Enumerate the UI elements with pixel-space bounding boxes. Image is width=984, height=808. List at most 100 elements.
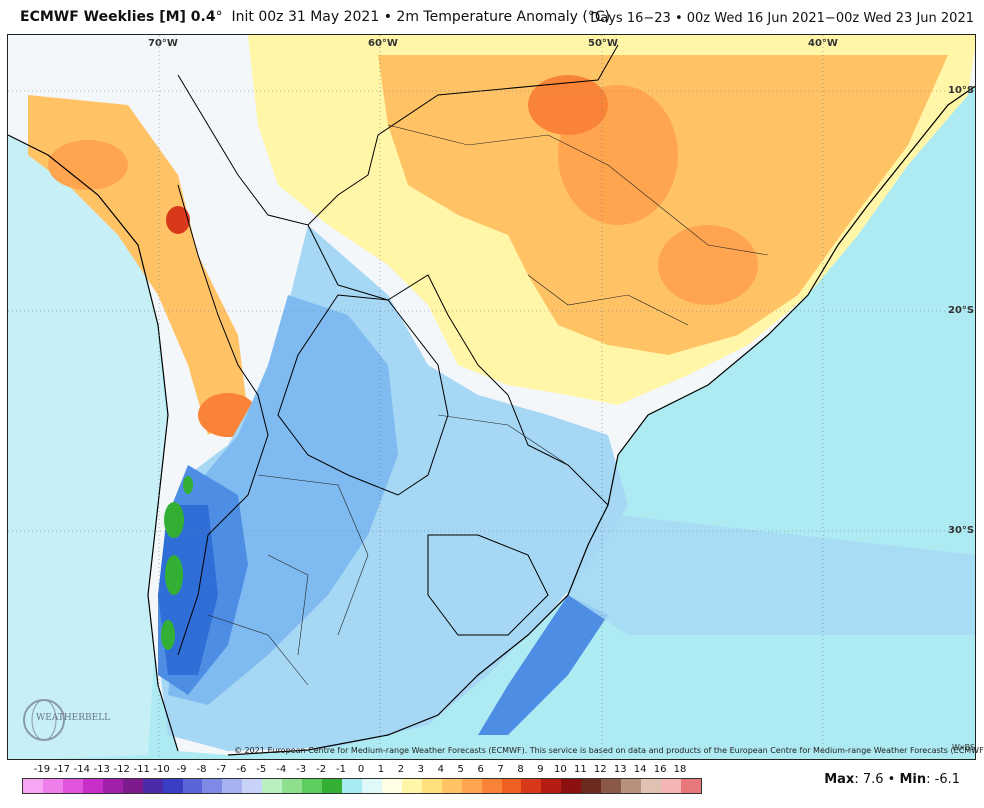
lat-label-30s: 30°S (948, 525, 975, 536)
colorbar-cell (322, 779, 342, 793)
colorbar-tick-label: -11 (133, 764, 150, 775)
lat-label-10s: 10°S (948, 85, 975, 96)
colorbar-tick-label: -7 (216, 764, 227, 775)
colorbar-tick-label: -9 (176, 764, 187, 775)
colorbar-tick-label: 5 (457, 764, 464, 775)
colorbar-tick-label: 9 (537, 764, 544, 775)
colorbar-tick-label: -14 (73, 764, 90, 775)
colorbar-tick-label: -12 (113, 764, 130, 775)
min-value: -6.1 (934, 772, 960, 787)
colorbar-cell (242, 779, 263, 793)
colorbar-tick-label: 4 (437, 764, 444, 775)
colorbar-cell (262, 779, 283, 793)
colorbar-tick-label: 8 (517, 764, 524, 775)
colorbar-cell (82, 779, 103, 793)
colorbar-cell (441, 779, 462, 793)
colorbar-tick-label: -19 (33, 764, 51, 775)
colorbar-ticks: -19 -17 -14 -13 -12 -11 -10 -9 -8 -7 -6 -5 -4 -3 -2 -1 0… (22, 764, 700, 776)
colorbar-cell (282, 779, 303, 793)
variable-name: 2m Temperature Anomaly (°C) (396, 9, 611, 25)
colorbar-cell (23, 779, 43, 793)
border-uruguay (427, 534, 549, 636)
extreme-cold-spot-3 (161, 620, 175, 650)
colorbar-tick-label: -8 (196, 764, 207, 775)
lon-label-70w: 70°W (148, 38, 178, 49)
colorbar-cell (461, 779, 482, 793)
colorbar-cell (561, 779, 582, 793)
colorbar-tick-label: 16 (653, 764, 667, 775)
colorbar-tick-label: -2 (316, 764, 327, 775)
colorbar-tick-label: -3 (296, 764, 307, 775)
colorbar-cell (581, 779, 602, 793)
lat-label-20s: 20°S (948, 305, 975, 316)
atlantic-cool-band (528, 505, 975, 635)
logo-text: WEATHERBELL (36, 713, 111, 723)
map-header: ECMWF Weeklies [M] 0.4° Init 00z 31 May … (0, 0, 984, 34)
coastline (8, 85, 975, 756)
colorbar-cell (501, 779, 522, 793)
colorbar-cell (142, 779, 163, 793)
colorbar-tick-label: 7 (497, 764, 504, 775)
max-value: 7.6 (862, 772, 884, 787)
copyright-notice: © 2021 European Centre for Medium-range … (234, 746, 984, 755)
colorbar-cell (521, 779, 542, 793)
colorbar-tick-label: -6 (236, 764, 247, 775)
lon-label-40w: 40°W (808, 38, 838, 49)
colorbar-cell (42, 779, 63, 793)
max-min-stats: Max: 7.6 • Min: -6.1 (824, 772, 960, 787)
colorbar-cell (661, 779, 681, 793)
border-brazil-north (177, 44, 619, 226)
colorbar-cell (122, 779, 143, 793)
colorbar-cell (302, 779, 323, 793)
logo-graphic (23, 699, 65, 741)
state-borders (207, 124, 769, 686)
weatherbell-logo: WEATHERBELL (18, 696, 110, 746)
extreme-cold-spot-1 (164, 502, 184, 538)
extreme-cold-spot-2 (165, 555, 183, 595)
colorbar-tick-label: 1 (377, 764, 385, 775)
graticule (8, 35, 975, 759)
colorbar-cell (421, 779, 442, 793)
colorbar-cell (202, 779, 223, 793)
colorbar-cell (361, 779, 382, 793)
title-separator: • (383, 9, 392, 25)
colorbar-cell (680, 779, 701, 793)
anomaly-map: 70°W 60°W 50°W 40°W 10°S 20°S 30°S WxBS (7, 34, 976, 760)
peru-warm-spot (48, 140, 128, 190)
colorbar-cell (401, 779, 422, 793)
colorbar-tick-label: -5 (256, 764, 267, 775)
lon-label-60w: 60°W (368, 38, 398, 49)
extreme-cold-spot-4 (183, 476, 193, 494)
colorbar-tick-label: -10 (153, 764, 170, 775)
degree-mark: ° (215, 9, 223, 25)
border-chile-argentina (177, 184, 269, 656)
hot-spot-north (528, 75, 608, 135)
border-paraguay (277, 294, 449, 496)
colorbar-cell (621, 779, 642, 793)
init-time: Init 00z 31 May 2021 (231, 9, 380, 25)
colorbar-cell (342, 779, 362, 793)
colorbar-tick-label: -13 (93, 764, 110, 775)
colorbar-cell (541, 779, 562, 793)
colorbar-tick-label: -17 (53, 764, 71, 775)
map-canvas (8, 35, 975, 759)
colorbar-tick-label: 13 (613, 764, 627, 775)
colorbar-tick-label: 12 (593, 764, 607, 775)
hot-spot-southeast (658, 225, 758, 305)
colorbar-cell (601, 779, 622, 793)
min-label: Min (899, 772, 927, 787)
colorbar-cell (162, 779, 183, 793)
colorbar-cell (381, 779, 402, 793)
colorbar-cell (481, 779, 502, 793)
colorbar-cell (222, 779, 243, 793)
border-brazil-paraguay (307, 224, 609, 506)
colorbar-tick-label: -4 (276, 764, 287, 775)
colorbar-tick-label: 18 (673, 764, 687, 775)
offshore-cold-tongue (478, 595, 608, 735)
andes-hot-spot (166, 206, 190, 234)
colorbar-legend (22, 778, 702, 794)
corner-mark: WxBS (952, 743, 976, 752)
colorbar-cell (102, 779, 123, 793)
colorbar-cell (62, 779, 83, 793)
colorbar-tick-label: 0 (357, 764, 365, 775)
